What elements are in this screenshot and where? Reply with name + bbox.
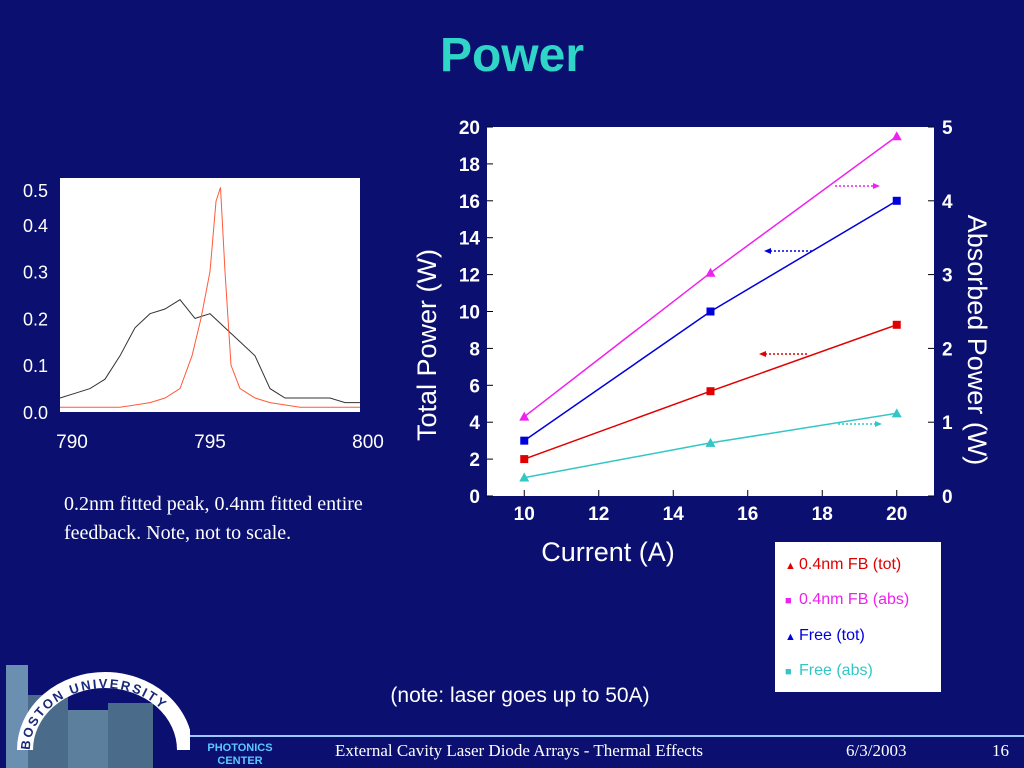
data-point-triangle — [891, 131, 902, 141]
data-point-square — [706, 307, 715, 316]
legend-item-free-tot: ▲ Free (tot) — [785, 627, 865, 645]
y-tick-label-right: 5 — [942, 118, 953, 139]
arrow-cyan-head — [875, 421, 882, 427]
logo-seal-ring — [17, 672, 190, 751]
spectrum-y-tick-label: 0.4 — [23, 216, 48, 236]
footer-title: External Cavity Laser Diode Arrays - The… — [335, 741, 704, 760]
legend-label-fb-abs: 0.4nm FB (abs) — [799, 591, 910, 608]
data-point-triangle — [519, 411, 530, 421]
spectrum-x-tick-label: 800 — [352, 432, 384, 453]
x-tick-label: 14 — [663, 504, 685, 525]
spectrum-note: 0.2nm fitted peak, 0.4nm fitted entire f… — [64, 493, 363, 544]
triangle-icon: ▲ — [785, 560, 796, 572]
y-tick-label-left: 18 — [459, 155, 480, 176]
data-point-square — [892, 320, 901, 329]
triangle-icon: ▲ — [785, 631, 796, 643]
page-number: 16 — [992, 741, 1009, 760]
y-tick-label-left: 14 — [459, 229, 481, 250]
photonics-center: PHOTONICS CENTER — [192, 742, 288, 768]
y-axis-title-right: Absorbed Power (W) — [962, 215, 992, 466]
x-tick-label: 20 — [886, 504, 907, 525]
logo-building-3 — [108, 703, 153, 768]
arrow-magenta-head — [873, 183, 880, 189]
y-tick-label-right: 1 — [942, 413, 953, 434]
data-point-triangle — [705, 437, 716, 447]
x-tick-label: 12 — [588, 504, 609, 525]
x-tick-label: 18 — [812, 504, 833, 525]
footer-divider — [190, 735, 1024, 737]
data-point-square — [892, 196, 901, 205]
spectrum-y-tick-label: 0.5 — [23, 181, 48, 201]
legend-label-free-tot: Free (tot) — [799, 627, 865, 644]
spectrum-series-1 — [60, 187, 360, 408]
y-tick-label-left: 0 — [469, 487, 480, 508]
x-tick-label: 10 — [514, 504, 535, 525]
y-tick-label-left: 4 — [469, 413, 480, 434]
data-point-triangle — [519, 472, 530, 482]
data-point-triangle — [705, 267, 716, 277]
square-icon: ■ — [785, 666, 792, 678]
y-tick-label-left: 20 — [459, 118, 480, 139]
footer-date: 6/3/2003 — [846, 741, 907, 760]
spectrum-y-tick-label: 0.2 — [23, 309, 48, 329]
photonics-line-1: PHOTONICS — [207, 742, 273, 754]
photonics-line-2: CENTER — [217, 755, 263, 767]
legend-label-fb-tot: 0.4nm FB (tot) — [799, 556, 902, 573]
logo-building-2 — [68, 710, 108, 768]
logo-tower — [6, 665, 28, 768]
data-point-square — [520, 436, 529, 445]
spectrum-x-tick-label: 795 — [194, 432, 226, 453]
y-tick-label-left: 6 — [469, 376, 480, 397]
y-tick-label-left: 2 — [469, 450, 480, 471]
y-tick-label-right: 3 — [942, 266, 953, 287]
legend-item-fb-abs: ■ 0.4nm FB (abs) — [785, 591, 909, 609]
y-tick-label-left: 10 — [459, 303, 480, 324]
square-icon: ■ — [785, 595, 792, 607]
y-tick-label-right: 4 — [942, 192, 953, 213]
legend-arrows — [759, 183, 882, 427]
y-tick-label-right: 0 — [942, 487, 953, 508]
spectrum-y-tick-label: 0.3 — [23, 263, 48, 283]
slide-title: Power — [439, 29, 585, 82]
boston-university-logo: BOSTON UNIVERSITY — [6, 665, 190, 768]
arrow-blue-head — [764, 248, 771, 254]
spectrum-y-tick-label: 0.0 — [23, 403, 48, 423]
legend-label-free-abs: Free (abs) — [799, 662, 873, 679]
y-tick-label-left: 8 — [469, 339, 480, 360]
legend: ▲ 0.4nm FB (tot) ■ 0.4nm FB (abs) ▲ Free (t… — [775, 542, 941, 692]
spectrum-y-tick-label: 0.1 — [23, 356, 48, 376]
data-point-triangle — [891, 408, 902, 418]
x-tick-label: 16 — [737, 504, 758, 525]
legend-item-fb-tot: ▲ 0.4nm FB (tot) — [785, 556, 901, 574]
laser-note: (note: laser goes up to 50A) — [390, 684, 650, 707]
data-point-square — [520, 455, 529, 464]
y-tick-label-left: 16 — [459, 192, 480, 213]
legend-item-free-abs: ■ Free (abs) — [785, 662, 873, 680]
y-axis-title-left: Total Power (W) — [412, 249, 442, 441]
spectrum-plot-area — [60, 178, 360, 412]
arrow-red-head — [759, 351, 766, 357]
spectrum-series-0 — [59, 299, 360, 404]
y-tick-label-right: 2 — [942, 339, 953, 360]
data-point-square — [706, 387, 715, 396]
y-tick-label-left: 12 — [459, 266, 480, 287]
spectrum-x-tick-label: 790 — [56, 432, 88, 453]
x-axis-title: Current (A) — [541, 537, 675, 567]
